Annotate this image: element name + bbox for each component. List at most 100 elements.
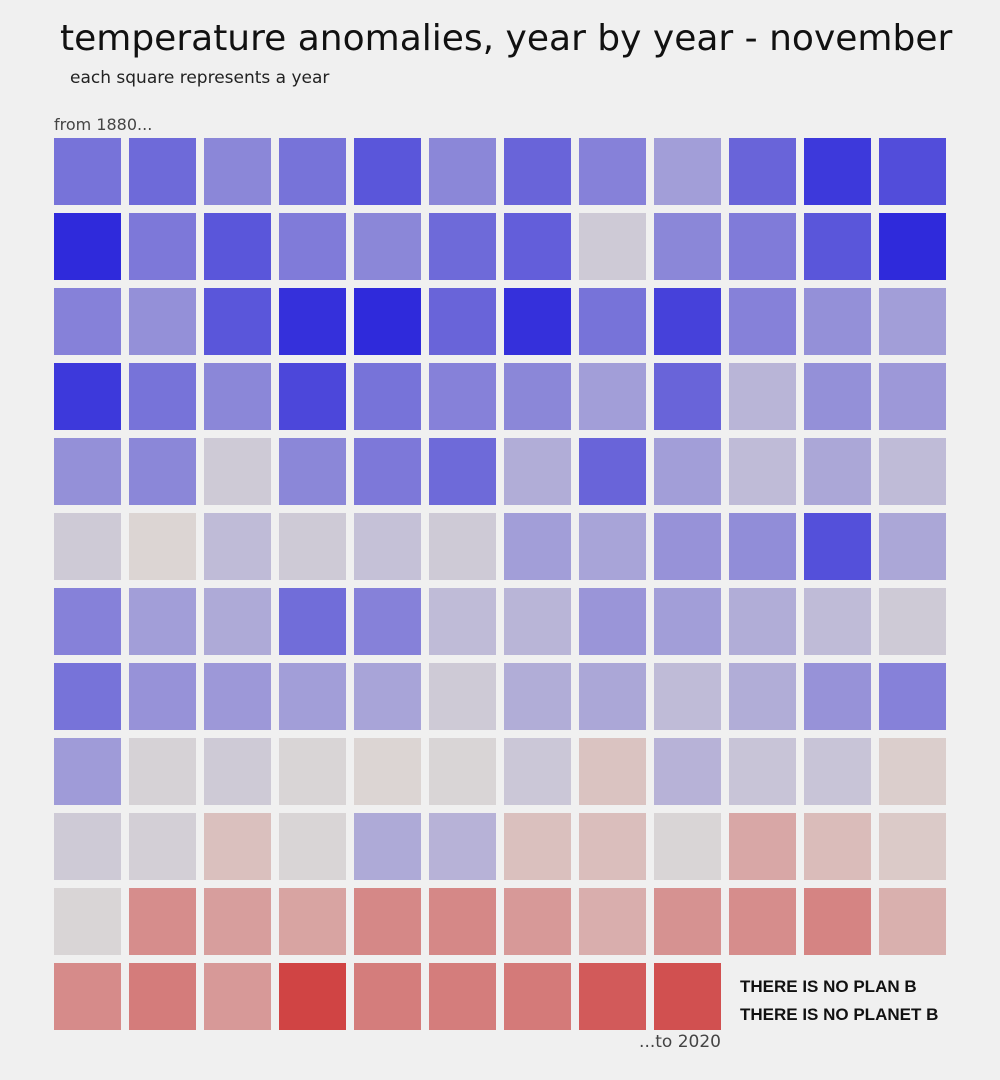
year-square-1973 — [729, 663, 796, 730]
year-square-1950 — [804, 513, 871, 580]
year-square-1943 — [279, 513, 346, 580]
year-square-2019 — [579, 963, 646, 1030]
year-square-1911 — [579, 288, 646, 355]
year-square-1887 — [579, 138, 646, 205]
year-square-1929 — [129, 438, 196, 505]
year-square-1885 — [429, 138, 496, 205]
year-square-1972 — [654, 663, 721, 730]
year-square-1986 — [804, 738, 871, 805]
year-square-1997 — [729, 813, 796, 880]
year-square-1906 — [204, 288, 271, 355]
year-square-1915 — [879, 288, 946, 355]
end-year-label: ...to 2020 — [639, 1032, 721, 1052]
year-square-1998 — [804, 813, 871, 880]
year-square-1904 — [54, 288, 121, 355]
year-square-2009 — [729, 888, 796, 955]
year-square-1968 — [354, 663, 421, 730]
year-square-1983 — [579, 738, 646, 805]
year-square-1954 — [204, 588, 271, 655]
year-square-1891 — [879, 138, 946, 205]
year-square-1928 — [54, 438, 121, 505]
year-square-1905 — [129, 288, 196, 355]
year-square-2018 — [504, 963, 571, 1030]
year-square-2010 — [804, 888, 871, 955]
year-square-1994 — [504, 813, 571, 880]
year-square-1889 — [729, 138, 796, 205]
year-square-2012 — [54, 963, 121, 1030]
year-square-1931 — [279, 438, 346, 505]
year-square-1924 — [654, 363, 721, 430]
year-square-1993 — [429, 813, 496, 880]
year-square-1995 — [579, 813, 646, 880]
year-square-2000 — [54, 888, 121, 955]
year-square-1982 — [504, 738, 571, 805]
year-square-1977 — [129, 738, 196, 805]
year-square-1937 — [729, 438, 796, 505]
year-square-2020 — [654, 963, 721, 1030]
year-square-1900 — [654, 213, 721, 280]
year-square-1892 — [54, 213, 121, 280]
year-square-1910 — [504, 288, 571, 355]
year-square-2002 — [204, 888, 271, 955]
year-square-1939 — [879, 438, 946, 505]
year-square-1896 — [354, 213, 421, 280]
year-square-1945 — [429, 513, 496, 580]
year-square-1907 — [279, 288, 346, 355]
year-square-1999 — [879, 813, 946, 880]
year-square-1933 — [429, 438, 496, 505]
year-square-1912 — [654, 288, 721, 355]
year-square-1913 — [729, 288, 796, 355]
year-square-1988 — [54, 813, 121, 880]
year-square-1980 — [354, 738, 421, 805]
year-square-1882 — [204, 138, 271, 205]
year-square-1991 — [279, 813, 346, 880]
year-square-1880 — [54, 138, 121, 205]
slogan-line-2: THERE IS NO PLANET B — [740, 1005, 939, 1024]
year-square-1963 — [879, 588, 946, 655]
year-square-1962 — [804, 588, 871, 655]
year-square-1934 — [504, 438, 571, 505]
year-square-1925 — [729, 363, 796, 430]
year-square-1955 — [279, 588, 346, 655]
year-square-1883 — [279, 138, 346, 205]
year-square-1932 — [354, 438, 421, 505]
year-square-1901 — [729, 213, 796, 280]
year-square-1890 — [804, 138, 871, 205]
year-square-1979 — [279, 738, 346, 805]
year-square-1930 — [204, 438, 271, 505]
year-square-1981 — [429, 738, 496, 805]
year-square-1940 — [54, 513, 121, 580]
year-square-1935 — [579, 438, 646, 505]
year-square-2004 — [354, 888, 421, 955]
year-square-1975 — [879, 663, 946, 730]
year-square-1989 — [129, 813, 196, 880]
year-square-1960 — [654, 588, 721, 655]
year-square-1996 — [654, 813, 721, 880]
year-square-2011 — [879, 888, 946, 955]
year-square-1964 — [54, 663, 121, 730]
year-square-2005 — [429, 888, 496, 955]
year-square-1976 — [54, 738, 121, 805]
year-square-1899 — [579, 213, 646, 280]
start-year-label: from 1880... — [54, 115, 153, 134]
year-square-2003 — [279, 888, 346, 955]
year-square-1894 — [204, 213, 271, 280]
year-square-1944 — [354, 513, 421, 580]
year-square-1917 — [129, 363, 196, 430]
year-square-1922 — [504, 363, 571, 430]
year-square-1927 — [879, 363, 946, 430]
year-square-1893 — [129, 213, 196, 280]
year-square-1902 — [804, 213, 871, 280]
year-square-2001 — [129, 888, 196, 955]
year-square-1897 — [429, 213, 496, 280]
year-square-1947 — [579, 513, 646, 580]
chart-title: temperature anomalies, year by year - no… — [60, 18, 953, 59]
year-square-1916 — [54, 363, 121, 430]
year-square-1942 — [204, 513, 271, 580]
year-square-1914 — [804, 288, 871, 355]
year-square-1969 — [429, 663, 496, 730]
year-square-1938 — [804, 438, 871, 505]
year-square-1978 — [204, 738, 271, 805]
year-square-1992 — [354, 813, 421, 880]
